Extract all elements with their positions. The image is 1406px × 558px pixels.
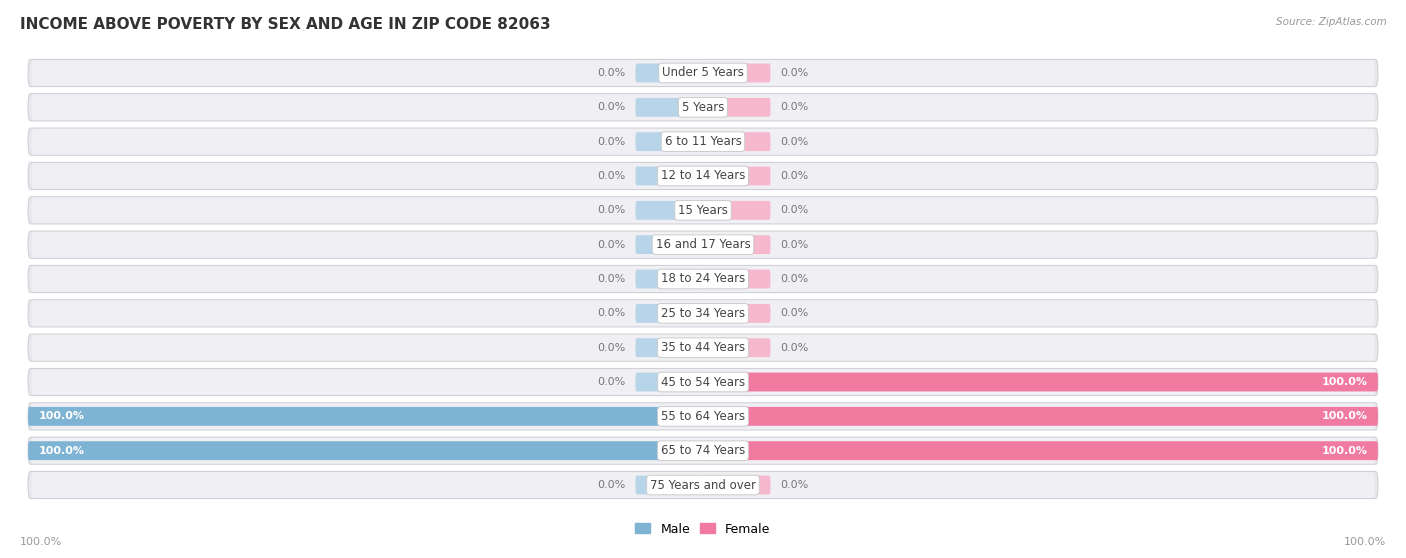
- Text: 0.0%: 0.0%: [598, 377, 626, 387]
- FancyBboxPatch shape: [703, 441, 1378, 460]
- Text: 100.0%: 100.0%: [1322, 377, 1368, 387]
- FancyBboxPatch shape: [703, 132, 770, 151]
- Text: 6 to 11 Years: 6 to 11 Years: [665, 135, 741, 148]
- FancyBboxPatch shape: [703, 373, 1378, 392]
- FancyBboxPatch shape: [31, 129, 1375, 155]
- Text: 0.0%: 0.0%: [598, 480, 626, 490]
- Text: 100.0%: 100.0%: [38, 446, 84, 456]
- Text: 0.0%: 0.0%: [780, 480, 808, 490]
- FancyBboxPatch shape: [28, 368, 1378, 396]
- Text: 25 to 34 Years: 25 to 34 Years: [661, 307, 745, 320]
- FancyBboxPatch shape: [31, 403, 1375, 429]
- FancyBboxPatch shape: [28, 300, 1378, 327]
- Text: 0.0%: 0.0%: [780, 137, 808, 147]
- FancyBboxPatch shape: [636, 64, 703, 83]
- Text: 65 to 74 Years: 65 to 74 Years: [661, 444, 745, 457]
- FancyBboxPatch shape: [703, 201, 770, 220]
- FancyBboxPatch shape: [28, 128, 1378, 155]
- Text: 15 Years: 15 Years: [678, 204, 728, 217]
- Text: 0.0%: 0.0%: [780, 240, 808, 249]
- FancyBboxPatch shape: [31, 60, 1375, 86]
- FancyBboxPatch shape: [703, 270, 770, 288]
- FancyBboxPatch shape: [703, 166, 770, 185]
- FancyBboxPatch shape: [28, 59, 1378, 86]
- FancyBboxPatch shape: [31, 300, 1375, 326]
- FancyBboxPatch shape: [636, 132, 703, 151]
- FancyBboxPatch shape: [703, 475, 770, 494]
- Text: 0.0%: 0.0%: [598, 137, 626, 147]
- Text: 0.0%: 0.0%: [598, 102, 626, 112]
- FancyBboxPatch shape: [31, 472, 1375, 498]
- Text: 0.0%: 0.0%: [780, 343, 808, 353]
- Text: 45 to 54 Years: 45 to 54 Years: [661, 376, 745, 388]
- Text: 100.0%: 100.0%: [1322, 446, 1368, 456]
- FancyBboxPatch shape: [31, 198, 1375, 223]
- FancyBboxPatch shape: [703, 98, 770, 117]
- Text: 35 to 44 Years: 35 to 44 Years: [661, 341, 745, 354]
- Text: 100.0%: 100.0%: [20, 537, 62, 547]
- FancyBboxPatch shape: [31, 438, 1375, 464]
- FancyBboxPatch shape: [636, 98, 703, 117]
- Text: 18 to 24 Years: 18 to 24 Years: [661, 272, 745, 286]
- FancyBboxPatch shape: [636, 235, 703, 254]
- FancyBboxPatch shape: [31, 163, 1375, 189]
- FancyBboxPatch shape: [703, 304, 770, 323]
- Text: 100.0%: 100.0%: [1344, 537, 1386, 547]
- Text: 0.0%: 0.0%: [780, 68, 808, 78]
- FancyBboxPatch shape: [703, 235, 770, 254]
- FancyBboxPatch shape: [636, 338, 703, 357]
- Text: 0.0%: 0.0%: [780, 171, 808, 181]
- Text: 0.0%: 0.0%: [780, 102, 808, 112]
- Text: 100.0%: 100.0%: [1322, 411, 1368, 421]
- FancyBboxPatch shape: [636, 270, 703, 288]
- Text: 0.0%: 0.0%: [598, 309, 626, 318]
- FancyBboxPatch shape: [28, 162, 1378, 190]
- FancyBboxPatch shape: [636, 304, 703, 323]
- Text: 75 Years and over: 75 Years and over: [650, 479, 756, 492]
- Text: 5 Years: 5 Years: [682, 101, 724, 114]
- FancyBboxPatch shape: [31, 369, 1375, 395]
- FancyBboxPatch shape: [28, 231, 1378, 258]
- FancyBboxPatch shape: [28, 334, 1378, 361]
- Text: 0.0%: 0.0%: [780, 274, 808, 284]
- Legend: Male, Female: Male, Female: [630, 518, 776, 541]
- Text: 0.0%: 0.0%: [780, 309, 808, 318]
- Text: INCOME ABOVE POVERTY BY SEX AND AGE IN ZIP CODE 82063: INCOME ABOVE POVERTY BY SEX AND AGE IN Z…: [20, 17, 550, 32]
- FancyBboxPatch shape: [28, 94, 1378, 121]
- FancyBboxPatch shape: [636, 475, 703, 494]
- FancyBboxPatch shape: [28, 197, 1378, 224]
- Text: 0.0%: 0.0%: [598, 68, 626, 78]
- FancyBboxPatch shape: [28, 441, 703, 460]
- FancyBboxPatch shape: [28, 403, 1378, 430]
- Text: 55 to 64 Years: 55 to 64 Years: [661, 410, 745, 423]
- FancyBboxPatch shape: [31, 266, 1375, 292]
- Text: Source: ZipAtlas.com: Source: ZipAtlas.com: [1275, 17, 1386, 27]
- Text: Under 5 Years: Under 5 Years: [662, 66, 744, 79]
- FancyBboxPatch shape: [31, 335, 1375, 360]
- FancyBboxPatch shape: [636, 166, 703, 185]
- FancyBboxPatch shape: [636, 373, 703, 392]
- FancyBboxPatch shape: [31, 232, 1375, 258]
- FancyBboxPatch shape: [31, 94, 1375, 120]
- Text: 100.0%: 100.0%: [38, 411, 84, 421]
- Text: 12 to 14 Years: 12 to 14 Years: [661, 170, 745, 182]
- Text: 16 and 17 Years: 16 and 17 Years: [655, 238, 751, 251]
- Text: 0.0%: 0.0%: [598, 343, 626, 353]
- FancyBboxPatch shape: [703, 64, 770, 83]
- Text: 0.0%: 0.0%: [598, 205, 626, 215]
- FancyBboxPatch shape: [703, 407, 1378, 426]
- FancyBboxPatch shape: [28, 472, 1378, 499]
- FancyBboxPatch shape: [28, 407, 703, 426]
- Text: 0.0%: 0.0%: [598, 274, 626, 284]
- Text: 0.0%: 0.0%: [780, 205, 808, 215]
- FancyBboxPatch shape: [28, 437, 1378, 464]
- FancyBboxPatch shape: [703, 338, 770, 357]
- FancyBboxPatch shape: [636, 201, 703, 220]
- Text: 0.0%: 0.0%: [598, 240, 626, 249]
- Text: 0.0%: 0.0%: [598, 171, 626, 181]
- FancyBboxPatch shape: [28, 266, 1378, 292]
